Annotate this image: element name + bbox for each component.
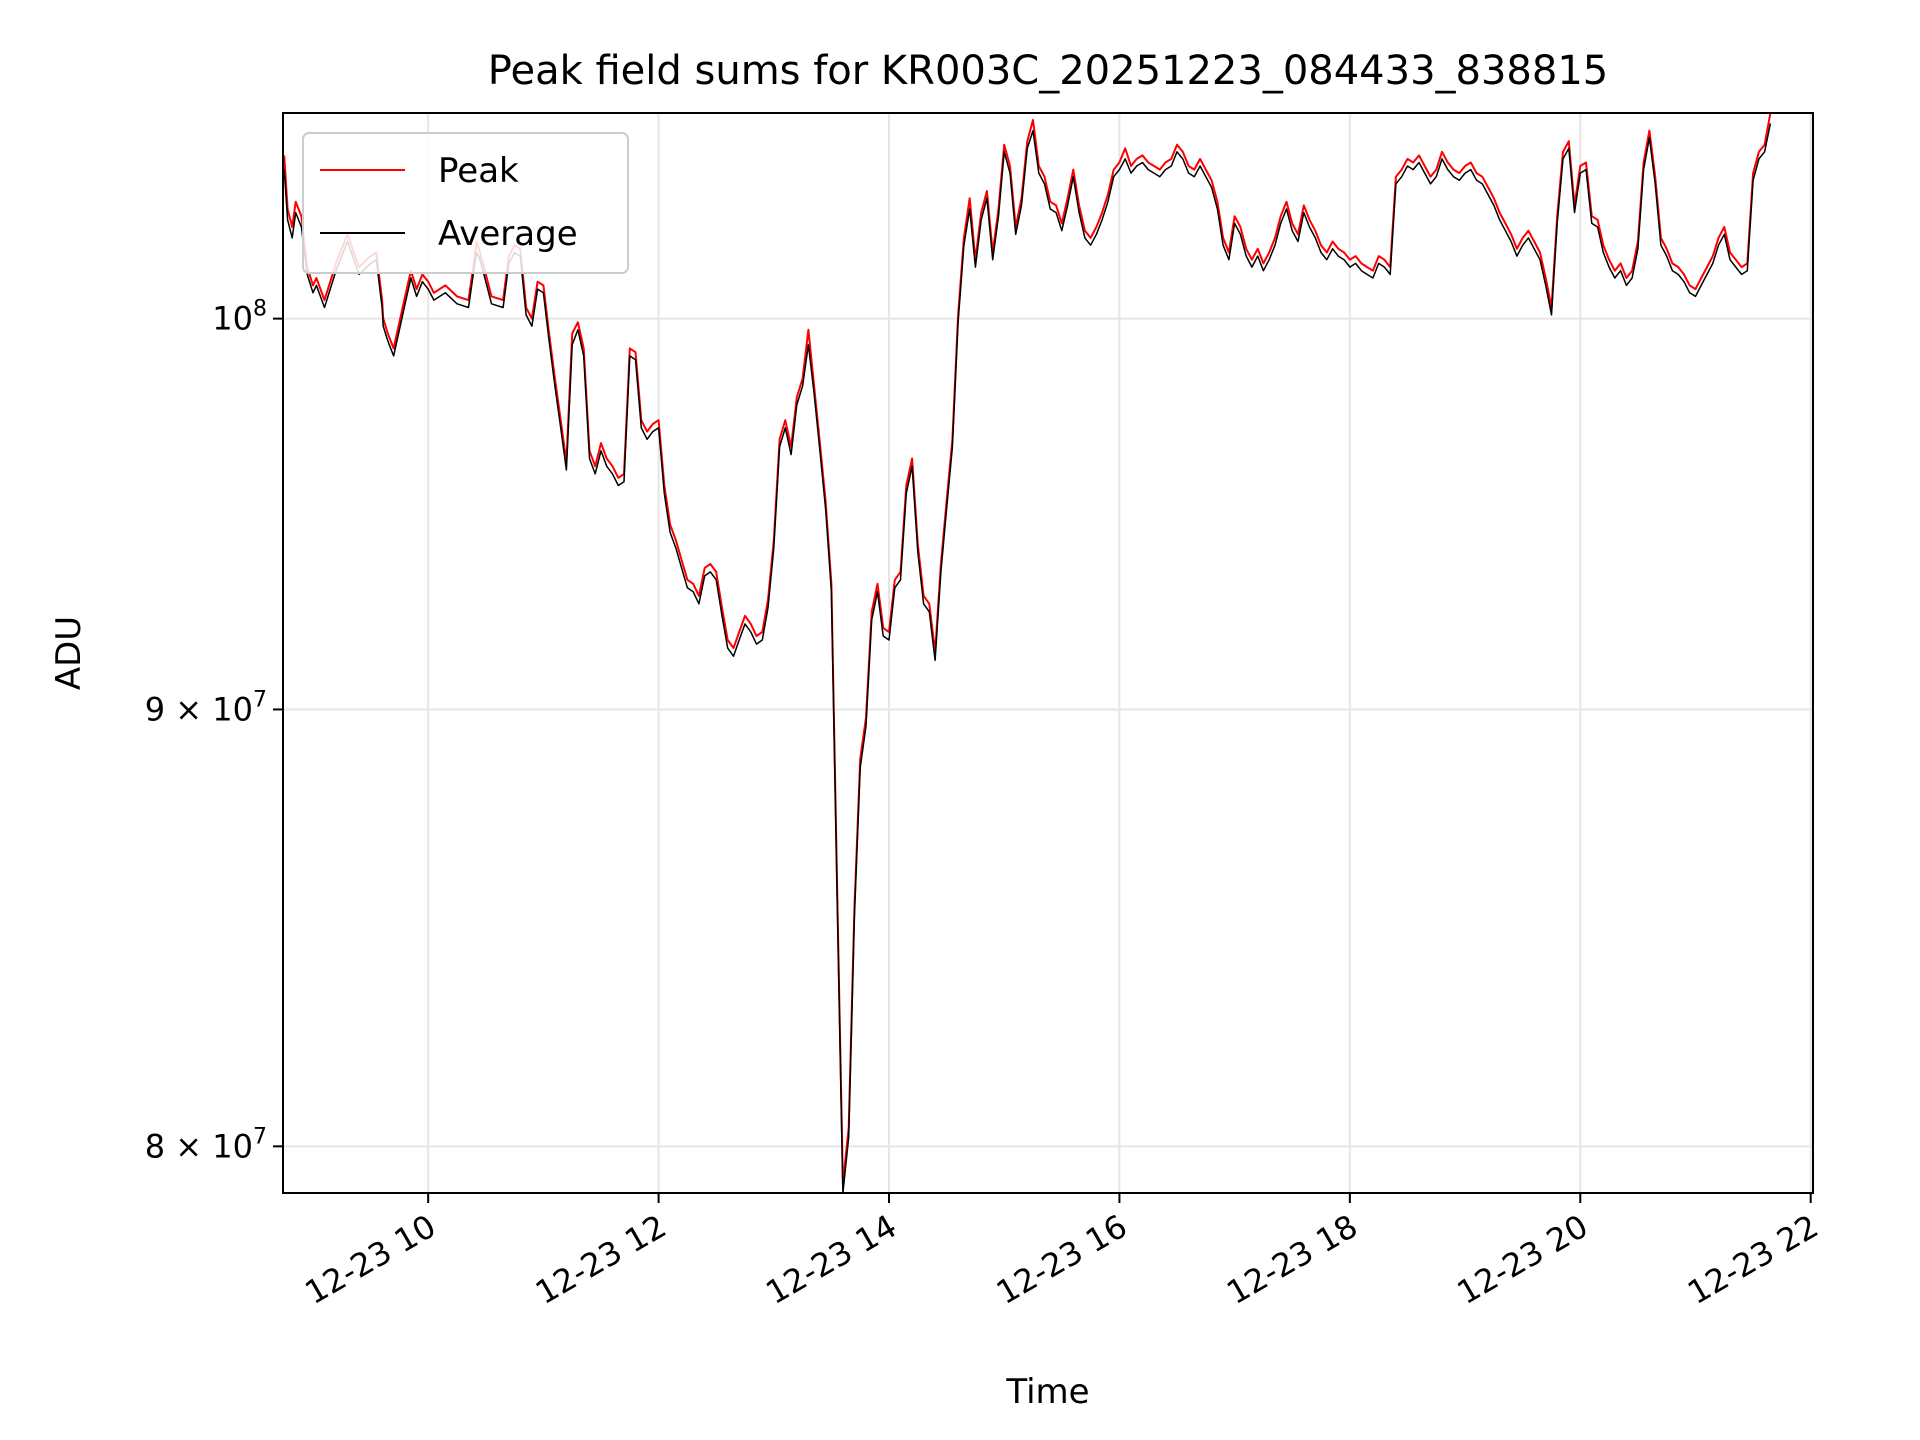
x-axis-label: Time (1005, 1372, 1089, 1412)
legend-average-label: Average (438, 214, 578, 254)
legend-box (302, 132, 629, 274)
legend-peak-label: Peak (438, 151, 519, 191)
y-tick-label: 9 × 107 (145, 687, 267, 728)
plot-frame (282, 112, 1814, 1194)
y-tick-label: 8 × 107 (145, 1124, 267, 1165)
y-tick-label: 108 (212, 297, 267, 338)
chart-title: Peak field sums for KR003C_20251223_0844… (488, 48, 1608, 94)
y-axis-label: ADU (49, 616, 89, 690)
legend: Peak Average (302, 132, 629, 274)
series-line-peak (283, 113, 1772, 1185)
series-line-average (283, 123, 1772, 1193)
plot-lines (283, 113, 1772, 1193)
grid (283, 113, 1813, 1193)
y-axis: 8 × 107 9 × 107 108 (145, 297, 283, 1165)
